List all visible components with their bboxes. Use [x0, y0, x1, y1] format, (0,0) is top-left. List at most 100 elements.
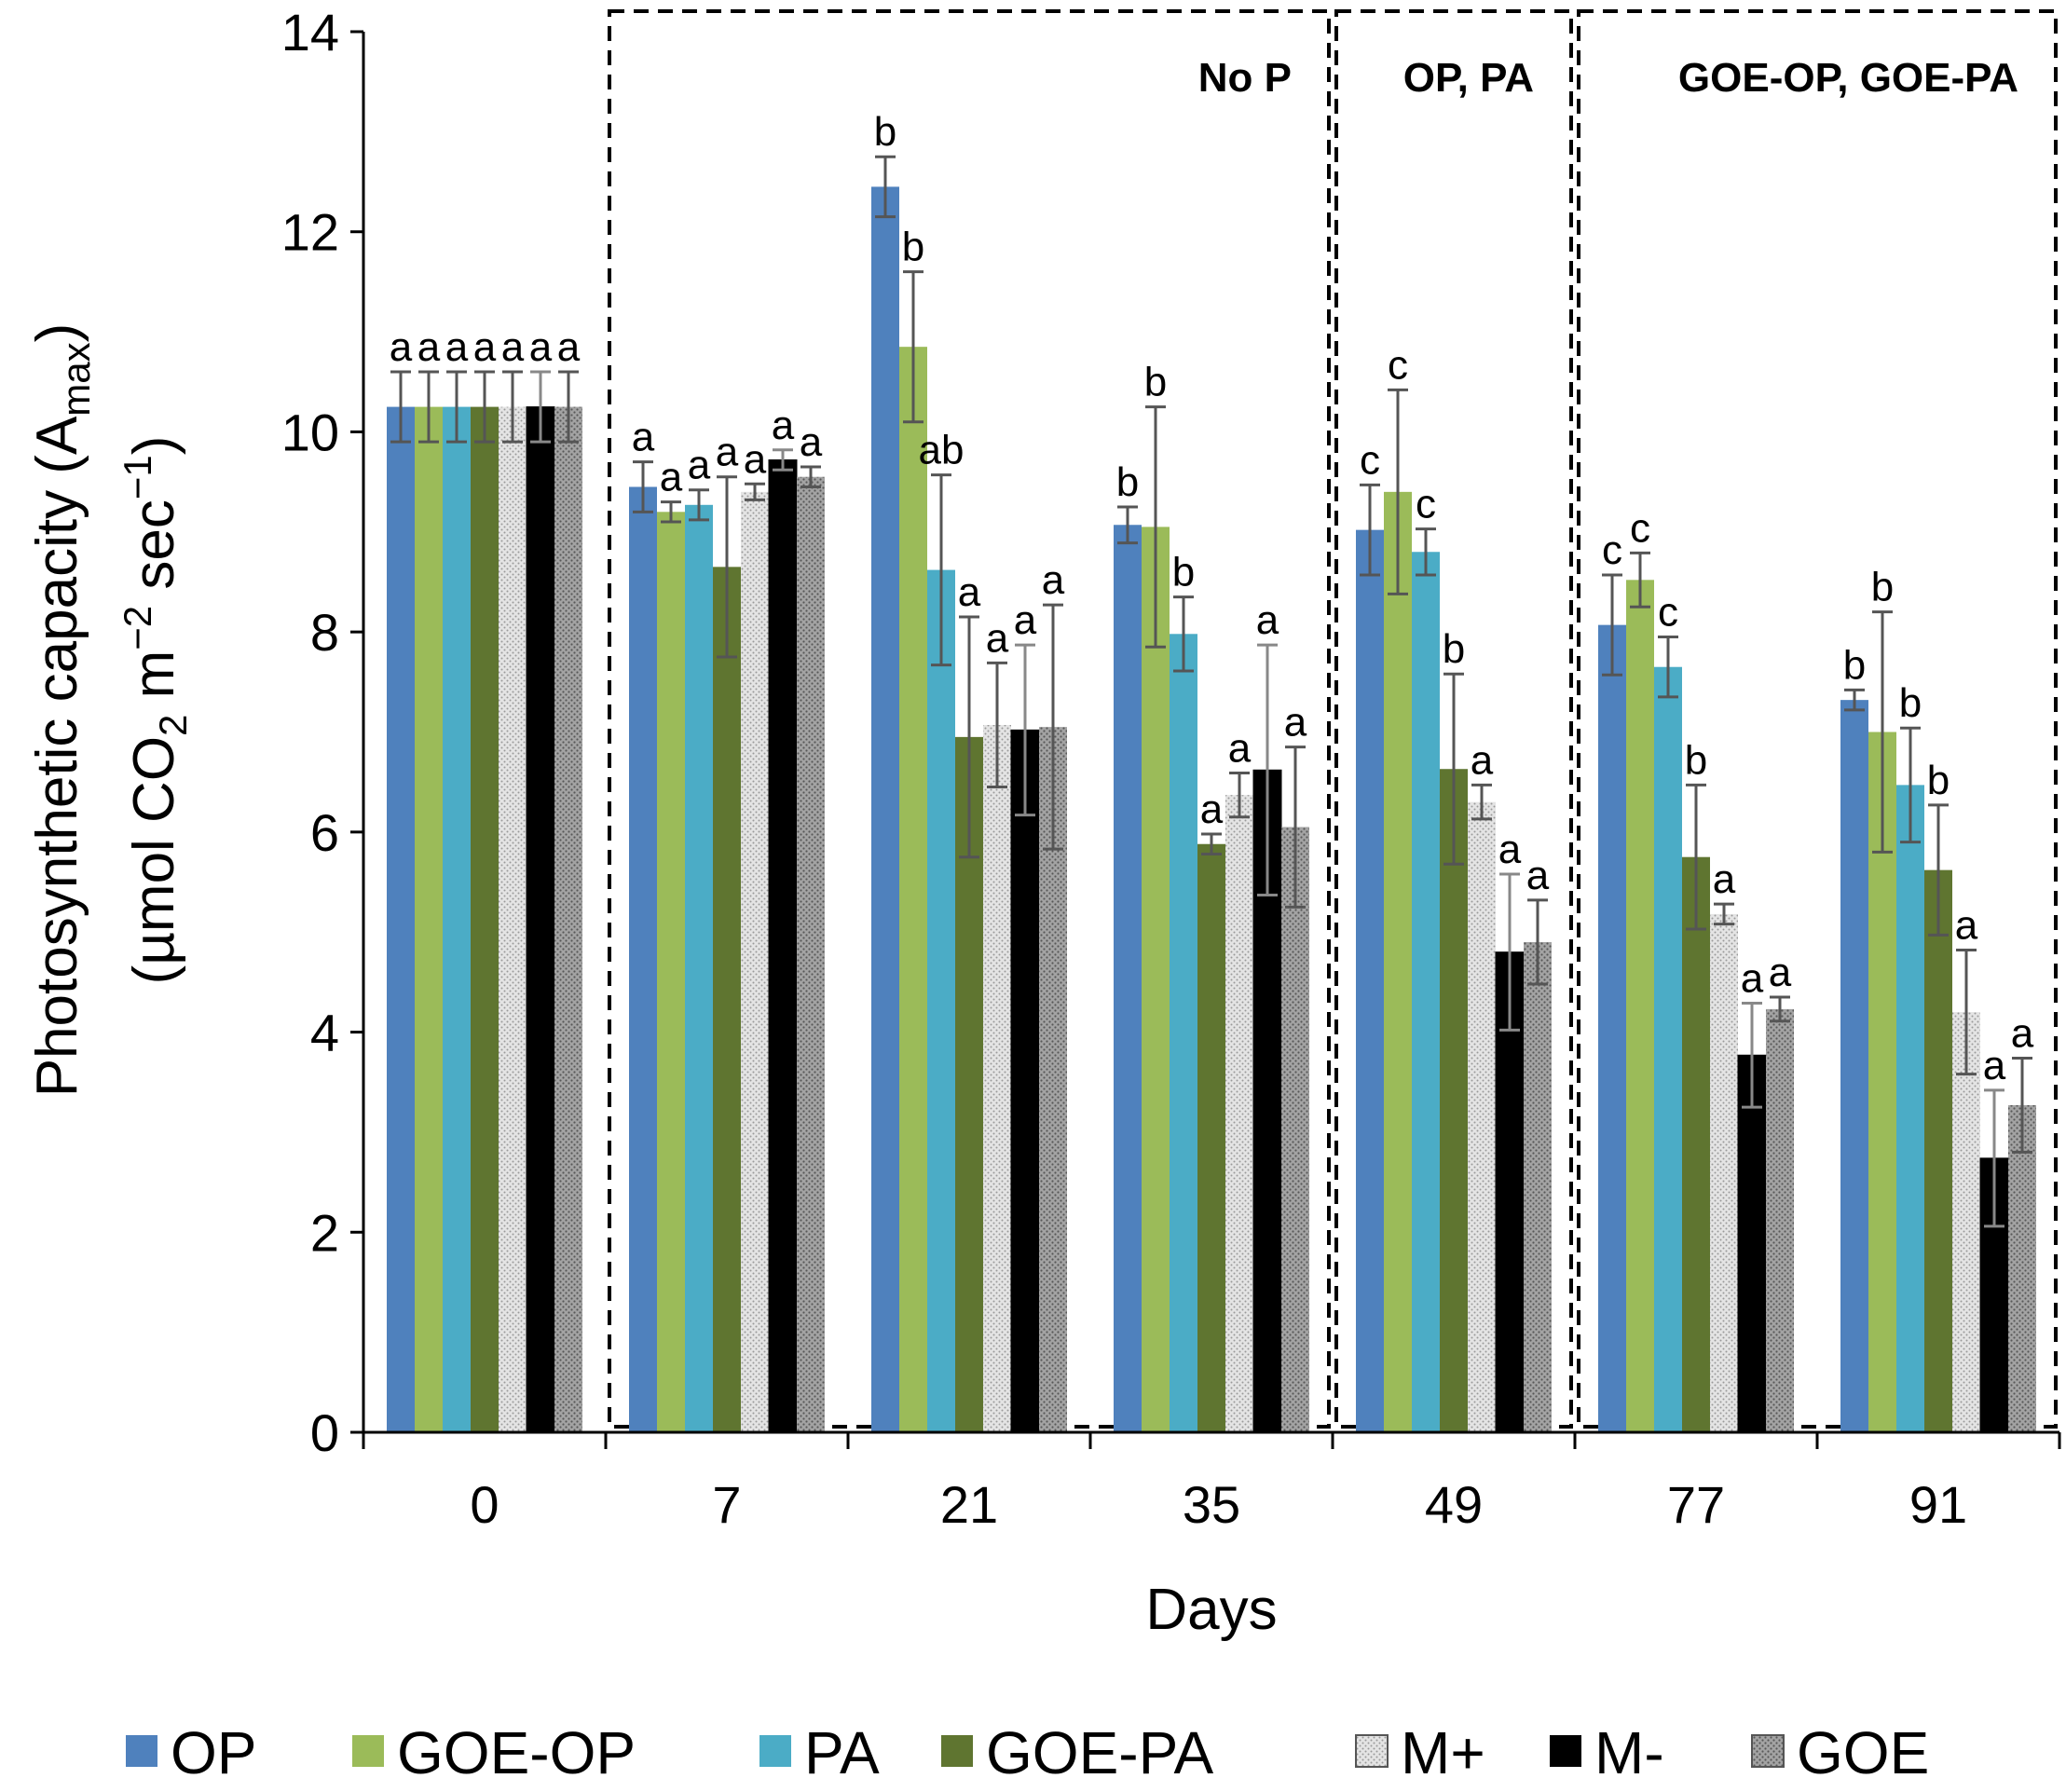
- sig-label-GOE-day-91: a: [2011, 1010, 2034, 1056]
- sig-label-PA-day-21: ab: [919, 428, 965, 473]
- sig-label-M+-day-7: a: [744, 436, 767, 482]
- treatment-group-boxes: No P OP, PA GOE-OP, GOE-PA: [608, 9, 2058, 1429]
- sig-label-GOE-OP-day-77: c: [1630, 505, 1650, 551]
- sig-label-GOE-day-21: a: [1042, 557, 1065, 603]
- bar-M+-day-77: [1710, 913, 1738, 1432]
- bar-series-layer: [387, 186, 2036, 1433]
- x-tick-label-49: 49: [1425, 1475, 1483, 1534]
- svg-text:Photosynthetic capacity (Amax): Photosynthetic capacity (Amax): [25, 323, 98, 1098]
- group-box-0: [608, 9, 1331, 1429]
- sig-label-PA-day-49: c: [1416, 482, 1436, 527]
- sig-label-OP-day-91: b: [1843, 642, 1866, 688]
- sig-label-PA-day-91: b: [1899, 680, 1922, 726]
- y-tick-label-8: 8: [310, 603, 339, 662]
- bar-OP-day-0: [387, 406, 415, 1432]
- sig-label-GOE-day-7: a: [800, 419, 823, 465]
- x-tick-label-77: 77: [1667, 1475, 1725, 1534]
- bar-GOE-PA-day-7: [713, 567, 741, 1432]
- bar-GOE-day-35: [1281, 827, 1309, 1432]
- legend-label-OP: OP: [171, 1719, 256, 1786]
- y-tick-label-4: 4: [310, 1004, 339, 1062]
- bar-GOE-day-7: [797, 476, 825, 1433]
- x-tick-label-21: 21: [940, 1475, 998, 1534]
- y-tick-label-0: 0: [310, 1403, 339, 1462]
- bar-GOE-day-77: [1766, 1008, 1794, 1432]
- sig-label-OP-day-35: b: [1116, 459, 1139, 505]
- svg-text:(µmol CO2 m−2 sec−1): (µmol CO2 m−2 sec−1): [116, 436, 195, 985]
- group-box-2: [1577, 9, 2058, 1429]
- bar-M--day-77: [1737, 1054, 1767, 1433]
- sig-label-PA-day-7: a: [688, 443, 711, 488]
- sig-label-M--day-35: a: [1256, 597, 1279, 643]
- bar-GOE-OP-day-77: [1626, 580, 1654, 1432]
- sig-label-M+-day-91: a: [1955, 903, 1978, 949]
- bar-OP-day-35: [1114, 525, 1142, 1432]
- bar-GOE-OP-day-0: [415, 406, 443, 1432]
- bar-OP-day-21: [871, 186, 899, 1432]
- x-tick-label-0: 0: [470, 1475, 499, 1534]
- y-axis-title: Photosynthetic capacity (Amax) (µmol CO2…: [25, 323, 195, 1098]
- sig-label-GOE-PA-day-91: b: [1927, 758, 1950, 803]
- sig-label-M--day-21: a: [1014, 597, 1037, 643]
- group-box-1: [1334, 9, 1573, 1429]
- bar-M+-day-49: [1468, 801, 1496, 1432]
- y-axis-title-line1: Photosynthetic capacity (A: [25, 416, 89, 1097]
- sig-label-OP-day-0: a: [390, 324, 413, 370]
- y-axis-title-end2: ): [122, 436, 186, 456]
- y-axis-title-sup2: −2: [116, 606, 159, 650]
- y-axis-title-sub2: 2: [151, 715, 195, 736]
- bar-GOE-OP-day-49: [1384, 491, 1412, 1432]
- legend-swatch-M-: [1550, 1735, 1581, 1767]
- bar-PA-day-0: [443, 406, 471, 1432]
- y-tick-label-10: 10: [281, 403, 339, 461]
- sig-label-GOE-OP-day-0: a: [417, 324, 441, 370]
- y-tick-label-14: 14: [281, 3, 339, 62]
- bar-GOE-day-49: [1524, 941, 1552, 1432]
- sig-label-GOE-OP-day-7: a: [660, 455, 683, 500]
- bar-GOE-PA-day-91: [1924, 869, 1952, 1432]
- sig-label-OP-day-77: c: [1602, 527, 1622, 573]
- bar-GOE-PA-day-35: [1197, 843, 1225, 1432]
- y-axis-title-mid2: m: [122, 650, 186, 715]
- y-tick-label-2: 2: [310, 1203, 339, 1262]
- sig-label-GOE-day-77: a: [1769, 950, 1792, 995]
- x-tick-label-35: 35: [1183, 1475, 1240, 1534]
- x-tick-label-91: 91: [1909, 1475, 1967, 1534]
- sig-label-GOE-PA-day-35: a: [1200, 787, 1224, 832]
- bar-M--day-0: [526, 406, 555, 1433]
- legend-label-M-: M-: [1594, 1719, 1664, 1786]
- bar-M+-day-91: [1952, 1012, 1980, 1432]
- bar-PA-day-91: [1896, 785, 1924, 1432]
- bar-GOE-PA-day-49: [1440, 769, 1468, 1432]
- sig-label-OP-day-7: a: [632, 415, 655, 460]
- legend-swatch-OP: [126, 1735, 157, 1767]
- sig-label-PA-day-0: a: [445, 324, 469, 370]
- sig-label-M+-day-49: a: [1471, 737, 1494, 783]
- sig-label-M--day-0: a: [529, 324, 553, 370]
- legend-label-GOE-OP: GOE-OP: [397, 1719, 636, 1786]
- legend-swatch-GOE-OP: [352, 1735, 384, 1767]
- bar-GOE-OP-day-21: [899, 347, 927, 1432]
- bar-PA-day-77: [1654, 666, 1682, 1432]
- bar-M+-day-0: [499, 406, 527, 1432]
- bar-PA-day-21: [927, 569, 955, 1432]
- sig-label-GOE-OP-day-49: c: [1388, 342, 1408, 388]
- sig-label-M+-day-77: a: [1713, 856, 1736, 902]
- y-axis-title-line1-end: ): [25, 323, 89, 343]
- bar-OP-day-77: [1598, 624, 1626, 1432]
- legend-swatch-GOE: [1751, 1734, 1785, 1768]
- sig-label-GOE-PA-day-77: b: [1685, 737, 1707, 783]
- sig-label-GOE-OP-day-35: b: [1144, 360, 1167, 405]
- bar-M--day-7: [768, 458, 798, 1433]
- sig-label-M--day-77: a: [1741, 955, 1764, 1001]
- y-axis-title-mid2b: sec: [122, 499, 186, 606]
- sig-label-GOE-OP-day-91: b: [1871, 565, 1894, 610]
- bar-PA-day-35: [1170, 634, 1197, 1432]
- bar-GOE-PA-day-0: [471, 406, 499, 1432]
- sig-label-M--day-7: a: [772, 403, 795, 448]
- sig-label-GOE-PA-day-49: b: [1443, 626, 1465, 672]
- y-axis-title-sup2b: −1: [116, 455, 159, 499]
- legend: OP GOE-OP PA GOE-PA M+ M- GOE: [126, 1719, 1929, 1786]
